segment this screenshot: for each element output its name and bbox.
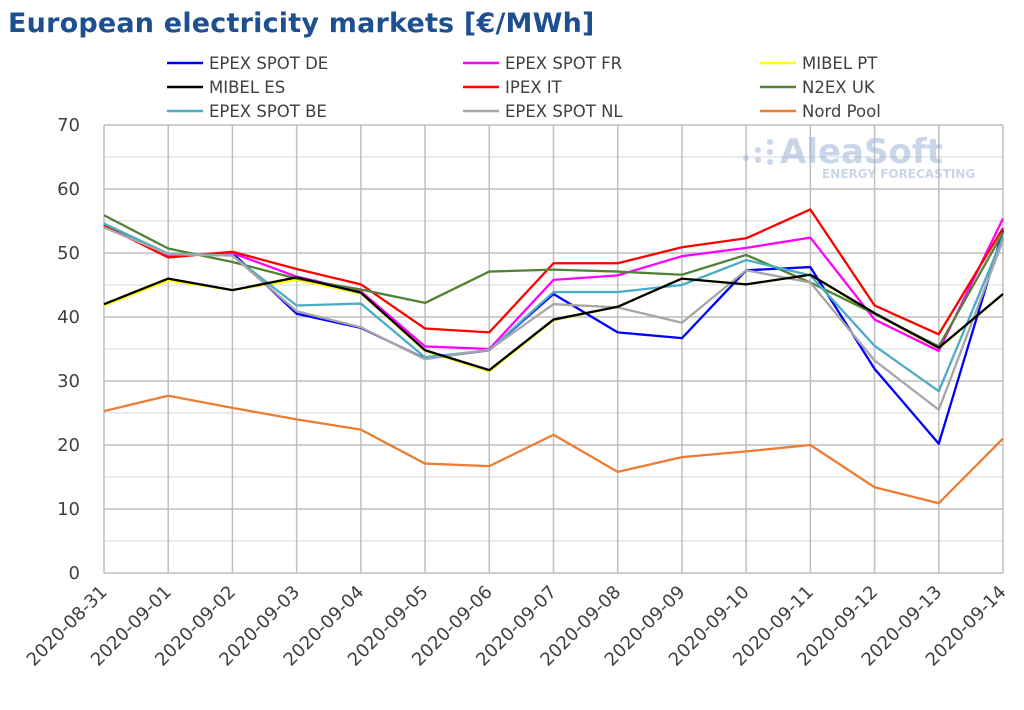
y-tick-label: 60 xyxy=(57,179,80,200)
legend-label: N2EX UK xyxy=(802,78,876,97)
y-tick-label: 10 xyxy=(57,499,80,520)
series-line-ipex-it xyxy=(103,208,1004,336)
legend-label: MIBEL ES xyxy=(209,78,285,97)
gridlines xyxy=(103,124,1004,574)
y-tick-label: 20 xyxy=(57,435,80,456)
aleasoft-logo: AleaSoft ENERGY FORECASTING xyxy=(743,132,975,181)
legend-label: IPEX IT xyxy=(505,78,563,97)
series-line-nord-pool xyxy=(103,394,1004,505)
series-line-epex-spot-fr xyxy=(103,217,1005,353)
legend-label: MIBEL PT xyxy=(802,54,878,73)
legend-label: Nord Pool xyxy=(802,102,881,121)
series-line-epex-spot-be xyxy=(103,222,1005,393)
series-line-n2ex-uk xyxy=(103,214,1005,348)
chart-title: European electricity markets [€/MWh] xyxy=(8,8,595,39)
legend: EPEX SPOT DE EPEX SPOT FR MIBEL PT MIBEL ES… xyxy=(167,54,881,121)
svg-text:ENERGY FORECASTING: ENERGY FORECASTING xyxy=(822,167,975,181)
y-tick-label: 40 xyxy=(57,307,80,328)
y-tick-label: 70 xyxy=(57,115,80,136)
y-tick-label: 50 xyxy=(57,243,80,264)
legend-label: EPEX SPOT BE xyxy=(209,102,327,121)
series-line-mibel-es xyxy=(103,273,1004,372)
series-line-epex-spot-nl xyxy=(103,226,1005,411)
legend-label: EPEX SPOT DE xyxy=(209,54,328,73)
svg-text:AleaSoft: AleaSoft xyxy=(780,132,943,172)
legend-label: EPEX SPOT FR xyxy=(505,54,622,73)
y-tick-label: 0 xyxy=(69,563,80,584)
y-tick-label: 30 xyxy=(57,371,80,392)
legend-label: EPEX SPOT NL xyxy=(505,102,623,121)
